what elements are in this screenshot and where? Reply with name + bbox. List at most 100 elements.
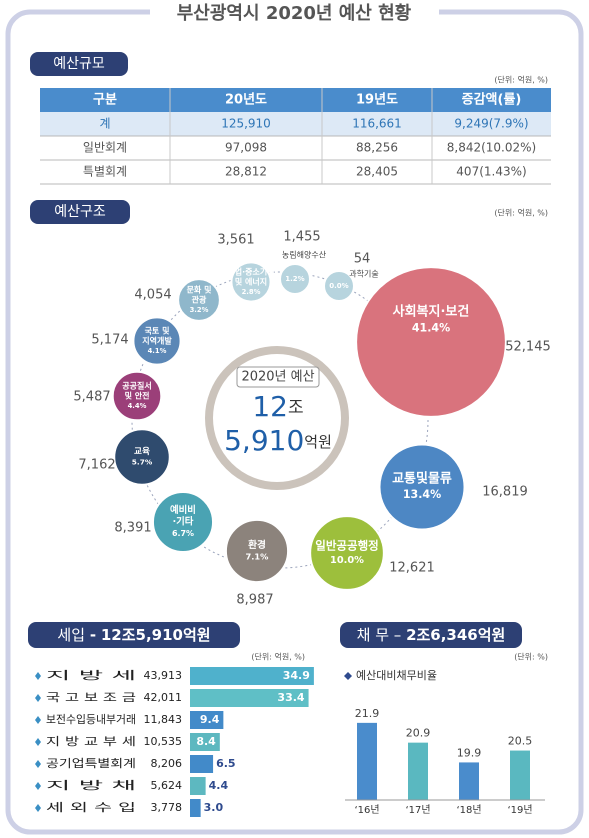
amount-unit: 억원 xyxy=(304,433,332,451)
table-cell: 특별회계 xyxy=(83,165,127,179)
bubble-share: 0.0% xyxy=(329,282,348,290)
bubble-name: 교통및물류 xyxy=(392,471,452,486)
bubble-amount: 54 xyxy=(354,252,371,267)
revenue-name: 지 방 세 xyxy=(46,669,136,682)
bar xyxy=(459,762,479,800)
bubble-amount: 8,391 xyxy=(114,521,151,536)
bubble-amount: 52,145 xyxy=(505,340,551,355)
revenue-amount: 10,535 xyxy=(144,735,183,748)
bubble xyxy=(309,515,385,591)
x-tick-label: ‘17년 xyxy=(405,804,430,816)
revenue-name: 국 고 보 조 금 xyxy=(46,691,136,704)
bullet xyxy=(35,738,41,746)
table-cell: 일반회계 xyxy=(83,141,127,155)
table-cell: 88,256 xyxy=(356,141,398,155)
bubble-share: 3.2% xyxy=(190,306,209,314)
bubble-share: 5.7% xyxy=(132,457,153,466)
section-label: 세입 - 12조5,910억원 xyxy=(57,626,210,644)
bubble xyxy=(230,261,272,303)
revenue-amount: 42,011 xyxy=(144,691,183,704)
bubble-amount: 7,162 xyxy=(78,458,115,473)
bubble-amount: 3,561 xyxy=(217,233,254,248)
x-tick-label: ‘19년 xyxy=(507,804,532,816)
center-caption: 2020년 예산 xyxy=(241,370,314,385)
bar-label: 6.5 xyxy=(216,757,236,770)
value-label: 20.5 xyxy=(508,735,533,748)
bubble-share: 13.4% xyxy=(403,488,441,501)
bubble-name: 일반공공행정 xyxy=(315,538,378,552)
bubble xyxy=(177,278,221,322)
bar xyxy=(190,799,201,817)
bubble-name: 교육 xyxy=(134,446,150,457)
bar xyxy=(190,689,309,707)
bubble-name: 및 에너지 xyxy=(235,277,267,287)
value-label: 20.9 xyxy=(406,727,431,740)
revenue-name: 공기업특별회계 xyxy=(46,757,136,770)
bubble xyxy=(279,263,311,295)
revenue-amount: 3,778 xyxy=(151,801,183,814)
total: 12조5,910억원 xyxy=(101,626,211,644)
table-total-bg xyxy=(40,112,551,136)
table-header: 19년도 xyxy=(356,93,398,108)
bar xyxy=(190,733,220,751)
unit-note: (단위: 억원, %) xyxy=(494,208,548,218)
revenue-amount: 8,206 xyxy=(151,757,183,770)
legend-icon xyxy=(344,672,352,680)
bar-label: 3.0 xyxy=(204,801,224,814)
section-banner xyxy=(30,200,130,224)
orbit xyxy=(131,271,429,569)
bubble-name: 사회복지·보건 xyxy=(393,304,470,320)
revenue-name: 지 방 교 부 세 xyxy=(46,735,136,748)
bubble-amount: 12,621 xyxy=(389,561,435,576)
bar xyxy=(510,750,530,800)
x-tick-label: ‘16년 xyxy=(354,804,379,816)
bubble xyxy=(151,490,215,554)
label: 세입 xyxy=(57,626,85,644)
revenue-name: 지 방 채 xyxy=(46,779,136,792)
section-banner xyxy=(340,622,522,648)
title-bg xyxy=(150,1,439,27)
amount-part: 12 xyxy=(252,390,288,423)
bubble xyxy=(323,270,355,302)
bubble-share: 4.1% xyxy=(148,347,167,355)
table-cell: 125,910 xyxy=(221,117,271,131)
bubble-name: 환경 xyxy=(248,538,266,551)
bullet xyxy=(35,804,41,812)
table-header: 20년도 xyxy=(225,93,267,108)
table-cell: 9,249(7.9%) xyxy=(454,117,528,131)
unit-note: (단위: %) xyxy=(514,652,548,662)
bubble-name: 농림해양수산 xyxy=(282,250,327,260)
bubble-share: 7.1% xyxy=(246,552,269,562)
label: 채 무 xyxy=(357,626,390,644)
unit-note: (단위: 억원, %) xyxy=(251,652,305,662)
revenue-name: 세 외 수 입 xyxy=(46,801,136,814)
center-amount: 12조 xyxy=(252,390,303,423)
amount-unit: 조 xyxy=(288,398,304,418)
section-label: 채 무 – 2조6,346억원 xyxy=(357,626,506,644)
revenue-name: 보전수입등내부거래 xyxy=(46,713,136,726)
table-cell: 28,812 xyxy=(225,165,267,179)
bullet xyxy=(35,672,41,680)
bubble xyxy=(132,316,182,366)
bubble-name: 문화 및 xyxy=(187,285,212,295)
caption-box xyxy=(236,366,320,388)
bullet xyxy=(35,760,41,768)
center-circle xyxy=(205,346,349,490)
bubble-amount: 5,174 xyxy=(91,333,128,348)
legend-label: 예산대비채무비율 xyxy=(356,669,437,682)
bubble-share: 10.0% xyxy=(330,555,364,566)
table-cell: 407(1.43%) xyxy=(456,165,526,179)
table-cell: 116,661 xyxy=(352,117,402,131)
bubble-share: 4.4% xyxy=(128,402,147,410)
table-cell: 28,405 xyxy=(356,165,398,179)
section-label: 예산규모 xyxy=(53,56,105,72)
value-label: 19.9 xyxy=(457,746,482,759)
page-title: 부산광역시 2020년 예산 현황 xyxy=(177,3,412,24)
bubble-share: 41.4% xyxy=(412,321,450,334)
bubble-amount: 16,819 xyxy=(482,485,528,500)
bar xyxy=(190,755,214,773)
bar xyxy=(190,711,224,729)
bubble-name: ·기타 xyxy=(173,516,194,528)
unit-note: (단위: 억원, %) xyxy=(494,75,548,85)
